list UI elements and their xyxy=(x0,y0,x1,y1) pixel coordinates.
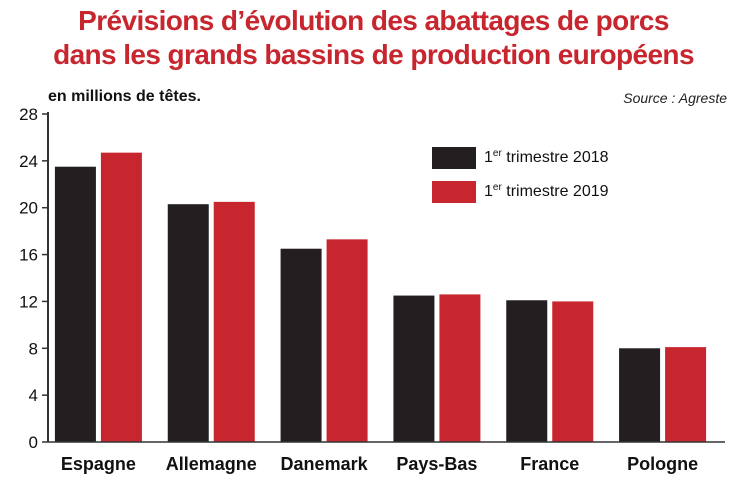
bar-2018-pologne xyxy=(619,348,661,442)
x-tick-label: Allemagne xyxy=(166,454,257,474)
legend: 1er trimestre 2018 1er trimestre 2019 xyxy=(432,146,609,214)
y-tick-label: 4 xyxy=(29,386,38,405)
legend-label-2018: 1er trimestre 2018 xyxy=(484,148,609,166)
bar-2019-allemagne xyxy=(213,201,255,442)
bar-2018-france xyxy=(506,300,548,442)
x-tick-label: Pays-Bas xyxy=(396,454,477,474)
legend-label-2019: 1er trimestre 2019 xyxy=(484,182,609,200)
bar-2018-espagne xyxy=(54,166,96,442)
legend-item-2018: 1er trimestre 2018 xyxy=(432,146,609,170)
chart-subtitle: en millions de têtes. xyxy=(48,88,201,105)
title-line-1: Prévisions d’évolution des abattages de … xyxy=(78,5,669,36)
bar-2019-espagne xyxy=(100,152,142,442)
bar-2018-pays-bas xyxy=(393,295,435,442)
legend-swatch-2019 xyxy=(432,181,476,203)
x-tick-label: France xyxy=(520,454,579,474)
x-tick-label: Danemark xyxy=(281,454,369,474)
y-tick-label: 16 xyxy=(19,246,38,265)
bar-2019-danemark xyxy=(326,239,368,442)
y-tick-label: 24 xyxy=(19,152,38,171)
bar-2018-danemark xyxy=(280,248,322,442)
bar-2019-pays-bas xyxy=(439,294,481,442)
bar-2018-allemagne xyxy=(167,204,209,442)
y-tick-label: 12 xyxy=(19,292,38,311)
legend-swatch-2018 xyxy=(432,147,476,169)
bar-2019-pologne xyxy=(665,347,707,442)
x-tick-label: Pologne xyxy=(627,454,698,474)
y-tick-label: 28 xyxy=(19,105,38,124)
title-line-2: dans les grands bassins de production eu… xyxy=(53,39,694,70)
y-tick-label: 8 xyxy=(29,339,38,358)
y-tick-label: 20 xyxy=(19,199,38,218)
bar-2019-france xyxy=(552,301,594,442)
legend-item-2019: 1er trimestre 2019 xyxy=(432,180,609,204)
y-tick-label: 0 xyxy=(29,433,38,452)
chart-source: Source : Agreste xyxy=(623,90,727,106)
x-tick-label: Espagne xyxy=(61,454,136,474)
chart-title: Prévisions d’évolution des abattages de … xyxy=(0,4,747,72)
